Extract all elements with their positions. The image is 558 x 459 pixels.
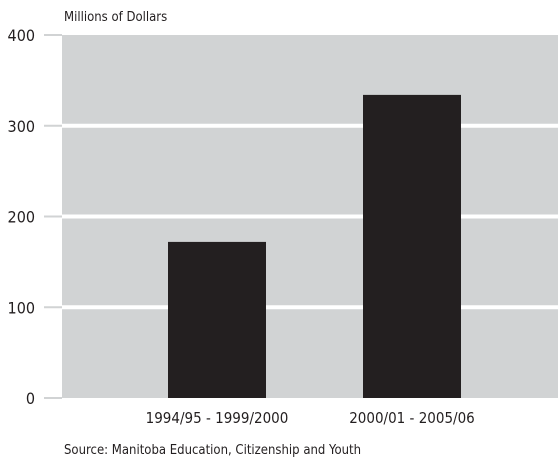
source-note: Source: Manitoba Education, Citizenship …	[64, 443, 361, 458]
y-tick-label: 200	[8, 208, 35, 227]
x-axis: 1994/95 - 1999/2000 2000/01 - 2005/06	[146, 409, 475, 427]
y-axis: 0 100 200 300 400	[8, 26, 62, 408]
y-tick-label: 300	[8, 117, 35, 136]
x-tick-label: 1994/95 - 1999/2000	[146, 409, 289, 427]
y-tick-label: 0	[26, 389, 35, 408]
x-tick-label: 2000/01 - 2005/06	[349, 409, 475, 427]
bar	[363, 94, 461, 399]
y-tick-label: 100	[8, 298, 35, 317]
gridlines	[62, 123, 558, 310]
bar	[168, 241, 266, 398]
y-axis-label: Millions of Dollars	[64, 10, 167, 25]
y-tick-label: 400	[8, 26, 35, 45]
bars	[168, 94, 461, 399]
